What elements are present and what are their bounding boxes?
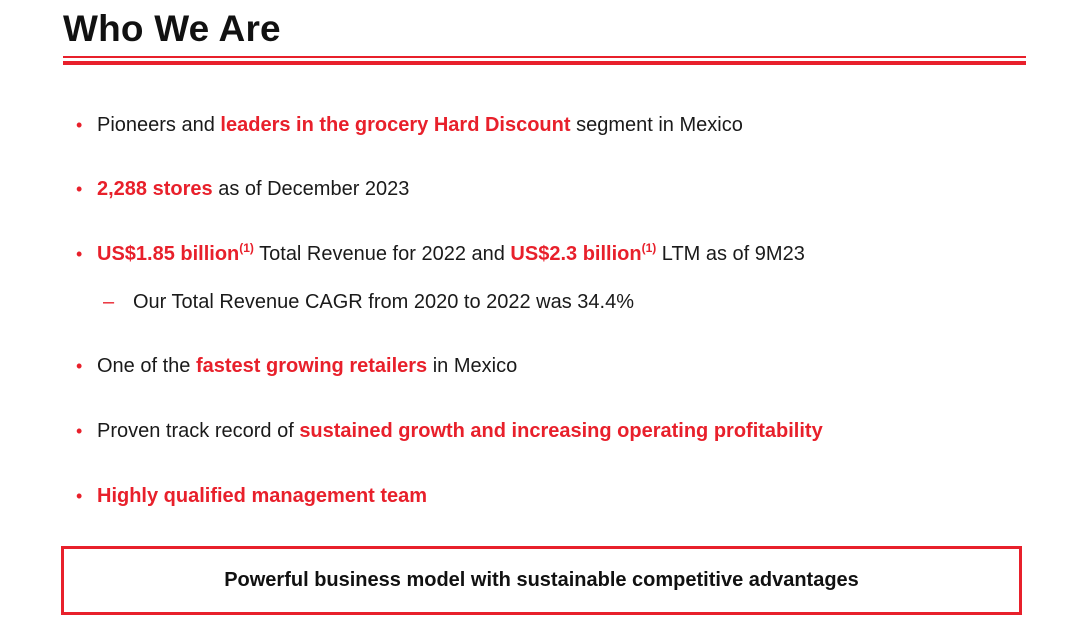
bullet-highlight: Highly qualified management team xyxy=(97,485,428,507)
bullet-highlight: 2,288 stores xyxy=(97,178,213,200)
bullet-text: segment in Mexico xyxy=(570,114,743,136)
bullet-item-growth: • One of the fastest growing retailers in… xyxy=(76,354,517,378)
bullet-highlight: fastest growing retailers xyxy=(195,355,428,377)
dash-icon: – xyxy=(103,291,115,313)
bullet-item-leaders: • Pioneers and leaders in the grocery Har… xyxy=(76,113,743,137)
callout-box: Powerful business model with sustainable… xyxy=(61,546,1022,615)
bullet-icon: • xyxy=(76,244,83,264)
footnote-marker: (1) xyxy=(641,241,657,255)
bullet-icon: • xyxy=(76,421,83,441)
page-title: Who We Are xyxy=(63,8,281,49)
bullet-text: in Mexico xyxy=(427,355,518,377)
bullet-item-revenue: • US$1.85 billion(1) Total Revenue for 20… xyxy=(76,242,805,266)
bullet-highlight: US$2.3 billion xyxy=(510,243,642,265)
bullet-icon: • xyxy=(76,486,83,506)
bullet-text: Total Revenue for 2022 and xyxy=(253,243,511,265)
bullet-highlight: US$1.85 billion xyxy=(97,243,240,265)
bullet-text: LTM as of 9M23 xyxy=(656,243,805,265)
bullet-text: as of December 2023 xyxy=(212,178,410,200)
bullet-icon: • xyxy=(76,179,83,199)
bullet-highlight: leaders in the grocery Hard Discount xyxy=(220,114,571,136)
bullet-icon: • xyxy=(76,356,83,376)
title-rule-thick xyxy=(63,61,1026,65)
bullet-item-stores: • 2,288 stores as of December 2023 xyxy=(76,177,409,201)
bullet-icon: • xyxy=(76,115,83,135)
bullet-item-management: • Highly qualified management team xyxy=(76,484,427,508)
bullet-item-track-record: • Proven track record of sustained growth… xyxy=(76,419,823,443)
sub-bullet-text: Our Total Revenue CAGR from 2020 to 2022… xyxy=(133,291,635,313)
bullet-text: Pioneers and xyxy=(97,114,221,136)
sub-bullet-item-cagr: – Our Total Revenue CAGR from 2020 to 202… xyxy=(103,290,634,314)
bullet-text: One of the xyxy=(97,355,196,377)
bullet-text: Proven track record of xyxy=(97,420,300,442)
callout-text: Powerful business model with sustainable… xyxy=(224,569,859,591)
footnote-marker: (1) xyxy=(239,241,254,255)
bullet-highlight: sustained growth and increasing operatin… xyxy=(299,420,823,442)
title-rule-thin xyxy=(63,56,1026,58)
